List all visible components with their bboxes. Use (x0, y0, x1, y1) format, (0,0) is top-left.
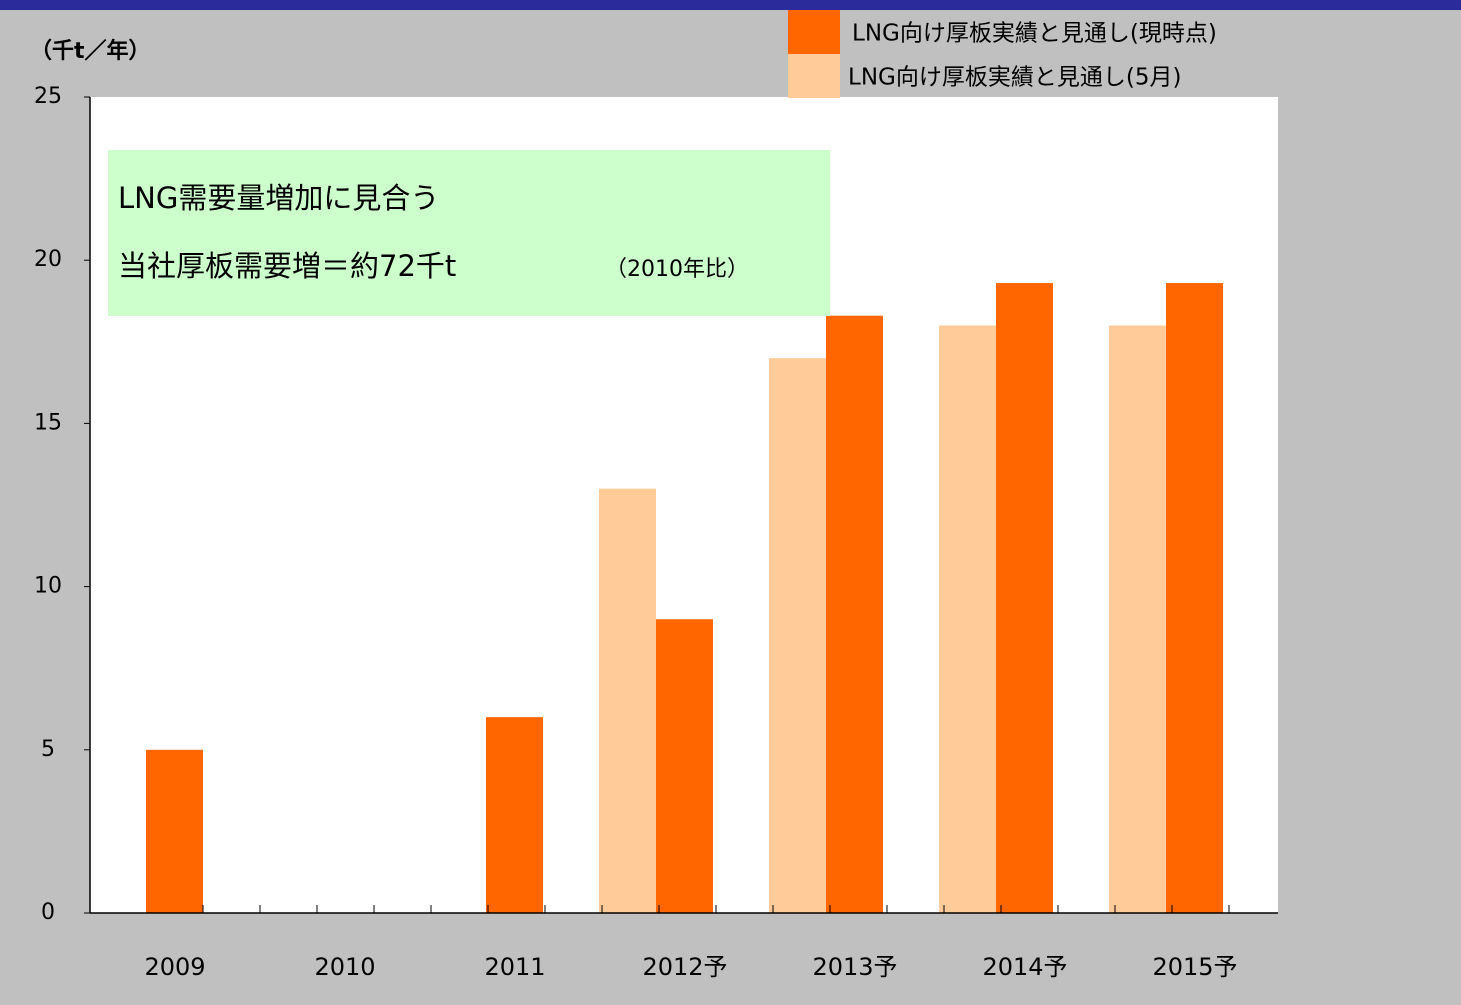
bar (599, 488, 656, 913)
y-axis-label: （千t／年） (30, 38, 151, 64)
bar (769, 358, 826, 913)
bar (996, 283, 1053, 914)
top-bar (0, 0, 1461, 10)
bars (146, 283, 1223, 914)
y-tick-label: 10 (34, 574, 62, 599)
x-tick-label: 2009 (144, 953, 205, 981)
x-tick-label: 2015予 (1152, 953, 1237, 981)
x-tick-label: 2010 (314, 953, 375, 981)
annotation-box (108, 150, 830, 316)
x-tick-label: 2012予 (642, 953, 727, 981)
y-tick-label: 20 (34, 247, 62, 272)
y-tick-label: 0 (41, 900, 55, 925)
legend-swatch (788, 54, 840, 98)
annotation: （2010年比） (605, 257, 749, 282)
annotation: LNG需要量増加に見合う (118, 181, 439, 215)
bar (826, 315, 883, 913)
legend-label: LNG向け厚板実績と見通し(現時点) (852, 21, 1217, 47)
x-tick-label: 2014予 (982, 953, 1067, 981)
x-tick-label: 2011 (484, 953, 545, 981)
legend-swatch (788, 10, 840, 54)
bar (1166, 283, 1223, 914)
bar (486, 717, 543, 913)
y-tick-label: 15 (34, 410, 62, 435)
x-tick-label: 2013予 (812, 953, 897, 981)
annotation: 当社厚板需要増＝約72千t (118, 249, 456, 283)
legend-label: LNG向け厚板実績と見通し(5月) (848, 65, 1181, 91)
y-tick-label: 25 (34, 84, 62, 109)
bar (1109, 325, 1166, 914)
y-tick-label: 5 (41, 737, 55, 762)
bar (656, 619, 713, 913)
bar (146, 749, 203, 913)
bar (939, 325, 996, 914)
